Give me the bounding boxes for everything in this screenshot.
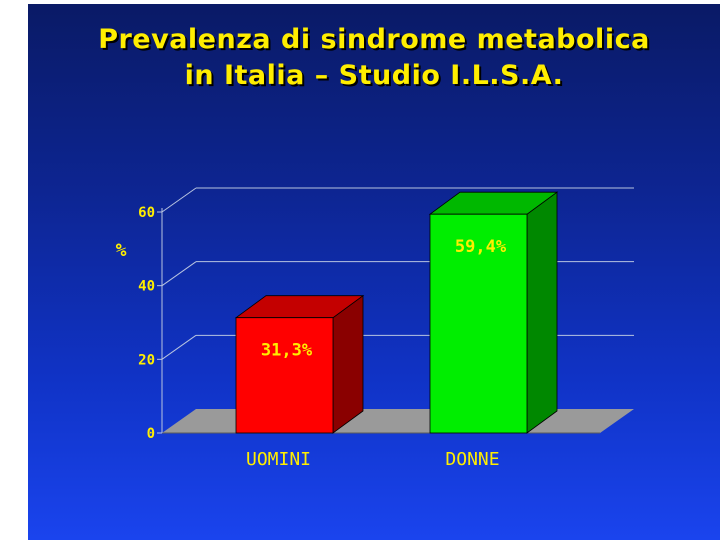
- y-tick-label: 40: [138, 279, 155, 295]
- bar-uomini: [234, 294, 365, 434]
- gridline-diagonal: [161, 334, 197, 360]
- y-tick-label: 0: [147, 426, 155, 442]
- chart-floor-plane: [162, 409, 634, 433]
- bar-donne: [428, 191, 559, 434]
- y-axis-label: %: [116, 240, 127, 261]
- y-tick-label: 20: [138, 352, 155, 368]
- x-tick-label: DONNE: [445, 449, 499, 470]
- gridlines: [161, 187, 634, 360]
- y-axis: 0 20 40 60%: [116, 205, 163, 442]
- bar-front: [429, 213, 528, 434]
- title-line-1: Prevalenza di sindrome metabolica: [98, 24, 650, 55]
- chart-title: Prevalenza di sindrome metabolica in Ita…: [28, 22, 720, 94]
- title-line-2: in Italia – Studio I.L.S.A.: [184, 60, 564, 91]
- bars: [234, 191, 559, 434]
- x-tick-label: UOMINI: [246, 449, 311, 470]
- data-label: 59,4%: [455, 237, 507, 257]
- slide-background: [28, 4, 720, 540]
- chart-floor: [162, 409, 634, 434]
- gridline-diagonal: [161, 261, 197, 287]
- data-label: 31,3%: [261, 341, 313, 361]
- gridline-diagonal: [161, 187, 197, 213]
- bar-side: [526, 191, 558, 434]
- labels: 31,3% UOMINI 59,4% DONNE: [246, 237, 507, 470]
- y-tick-label: 60: [138, 205, 155, 221]
- bar-front: [235, 317, 334, 434]
- bar-side: [332, 294, 364, 434]
